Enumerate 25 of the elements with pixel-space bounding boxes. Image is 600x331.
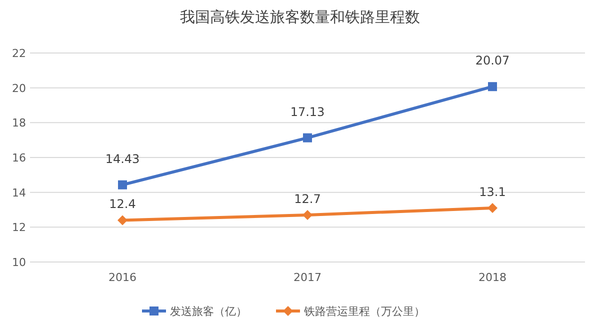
legend-label: 铁路营运里程（万公里）: [303, 305, 425, 318]
y-tick-label: 18: [12, 116, 26, 130]
data-label: 13.1: [479, 185, 506, 200]
legend-label: 发送旅客（亿）: [170, 305, 247, 318]
y-tick-label: 16: [12, 152, 26, 164]
x-tick-label: 2017: [294, 271, 322, 284]
point: [488, 203, 498, 214]
data-label: 12.7: [294, 192, 321, 206]
y-tick-label: 20: [12, 82, 26, 95]
y-tick-label: 12: [12, 221, 26, 234]
point: [303, 133, 312, 142]
chart-title: 我国高铁发送旅客数量和铁路里程数: [180, 8, 420, 26]
data-label: 17.13: [290, 104, 325, 119]
point: [302, 210, 312, 220]
x-tick-label: 2018: [478, 271, 506, 284]
point: [118, 215, 128, 226]
x-tick-label: 2016: [108, 271, 136, 284]
data-label: 12.4: [109, 197, 136, 212]
y-tick-label: 10: [12, 256, 26, 269]
point: [118, 180, 127, 190]
y-tick-label: 14: [12, 186, 26, 200]
data-label: 20.07: [475, 54, 510, 68]
y-tick-label: 22: [12, 47, 26, 60]
data-label: 14.43: [105, 152, 140, 166]
point: [488, 82, 497, 92]
